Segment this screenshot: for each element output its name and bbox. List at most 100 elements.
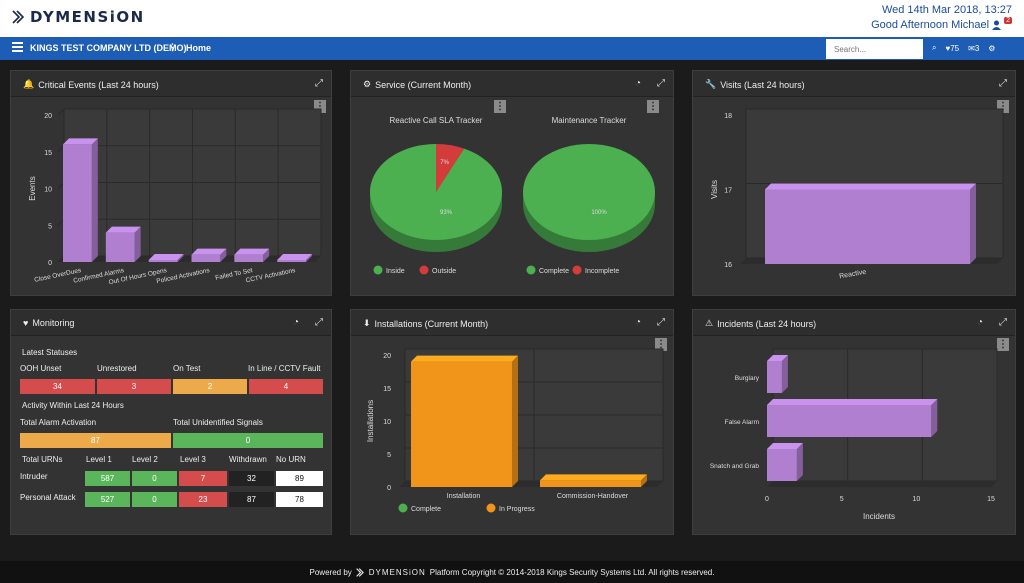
home-link[interactable]: Home	[186, 43, 212, 53]
company-menu-icon[interactable]: ⋮	[168, 42, 177, 52]
bar-side	[931, 399, 938, 437]
y-tick-label: Snatch and Grab	[710, 463, 760, 470]
intruder-level1[interactable]: 587	[85, 471, 130, 486]
ooh-unset-value[interactable]: 34	[20, 379, 95, 394]
intruder-withdrawn[interactable]: 32	[229, 471, 274, 486]
y-tick-label: 15	[383, 386, 391, 393]
monitoring-panel: ♥ Monitoring ◔ ⤢ Latest Statuses OOH Unse…	[10, 309, 332, 535]
bar	[767, 361, 782, 393]
panel-header: 🔧 Visits (Last 24 hours) ⤢	[693, 71, 1015, 97]
urn-header: No URN	[276, 455, 306, 464]
panel-title: Installations (Current Month)	[374, 318, 489, 329]
x-tick-label: Commission-Handover	[557, 493, 629, 500]
panel-title: Service (Current Month)	[375, 79, 472, 90]
expand-icon[interactable]: ⤢	[999, 78, 1007, 89]
dashboard-icon[interactable]: ◔	[976, 317, 983, 328]
x-tick-label: 5	[840, 496, 844, 503]
chat-icon: ✉	[968, 43, 975, 53]
bar-side	[970, 183, 976, 264]
footer: Powered by DYMENSiON Platform Copyright …	[0, 561, 1024, 583]
settings-icon[interactable]: ⚙	[988, 43, 996, 53]
bar	[411, 361, 512, 487]
x-tick-label: Reactive	[839, 269, 867, 281]
brand-name: DYMENSiON	[30, 8, 145, 26]
footer-brand: DYMENSiON	[368, 567, 426, 577]
favourites[interactable]: ♥75	[945, 44, 959, 53]
legend-dot	[572, 265, 582, 275]
intruder-no-urn[interactable]: 89	[276, 471, 323, 486]
intruder-level3[interactable]: 7	[179, 471, 227, 486]
line-fault-value[interactable]: 4	[249, 379, 323, 394]
greeting: Good Afternoon Michael	[871, 19, 990, 31]
datetime: Wed 14th Mar 2018, 13:27	[881, 4, 1012, 16]
alarm-activation-value[interactable]: 87	[20, 433, 171, 448]
chat-count: 3	[974, 43, 980, 53]
activity-label: Total Unidentified Signals	[173, 418, 263, 427]
search-icon[interactable]: ⌕	[932, 43, 937, 52]
bar	[63, 144, 92, 262]
y-tick-label: 20	[383, 353, 391, 360]
x-tick-label: 15	[987, 496, 995, 503]
expand-icon[interactable]: ⤢	[657, 317, 665, 328]
y-tick-label: 18	[724, 113, 732, 120]
status-label: On Test	[173, 364, 201, 373]
pa-level1[interactable]: 527	[85, 492, 130, 507]
unrestored-value[interactable]: 3	[97, 379, 171, 394]
messages[interactable]: ✉3	[968, 44, 979, 53]
chart-menu-button[interactable]: ⋮	[997, 338, 1009, 351]
dashboard-icon[interactable]: ◔	[634, 78, 641, 89]
nav-icons: ⌕ ♥75 ✉3 ⚙	[932, 43, 995, 53]
powered-by: Powered by	[309, 567, 352, 577]
pa-level3[interactable]: 23	[179, 492, 227, 507]
greeting-area[interactable]: Good Afternoon Michael 2	[871, 16, 1012, 31]
logo[interactable]: DYMENSiON	[12, 8, 145, 26]
bar-top	[234, 248, 270, 255]
visits-panel: 🔧 Visits (Last 24 hours) ⤢ ⋮ 16 17 18 Visits…	[692, 70, 1016, 296]
sla-chart-menu-button[interactable]: ⋮	[494, 100, 506, 113]
maint-chart-menu-button[interactable]: ⋮	[647, 100, 659, 113]
legend-label: Inside	[386, 268, 405, 275]
bar-side	[177, 254, 184, 262]
x-tick-label: Installation	[447, 493, 481, 500]
panel-title: Critical Events (Last 24 hours)	[38, 79, 159, 90]
menu-icon[interactable]	[12, 42, 23, 52]
x-tick-label: 0	[765, 496, 769, 503]
pa-no-urn[interactable]: 78	[276, 492, 323, 507]
dashboard-icon[interactable]: ◔	[634, 317, 641, 328]
pa-withdrawn[interactable]: 87	[229, 492, 274, 507]
expand-icon[interactable]: ⤢	[315, 317, 323, 328]
expand-icon[interactable]: ⤢	[315, 78, 323, 89]
pa-level2[interactable]: 0	[132, 492, 177, 507]
chart-menu-button[interactable]: ⋮	[655, 338, 667, 351]
user-icon[interactable]	[992, 20, 1002, 30]
intruder-level2[interactable]: 0	[132, 471, 177, 486]
unidentified-signals-value[interactable]: 0	[173, 433, 323, 448]
visits-chart: 16 17 18 Visits Reactive	[710, 108, 1004, 281]
bar-side	[641, 474, 647, 487]
nav-bar: KINGS TEST COMPANY LTD (DEMO) ⋮ Home	[0, 37, 1024, 60]
on-test-value[interactable]: 2	[173, 379, 247, 394]
pie-title: Maintenance Tracker	[552, 116, 627, 125]
bar-side	[512, 355, 518, 487]
activity-label: Total Alarm Activation	[20, 418, 97, 427]
dashboard-icon[interactable]: ◔	[292, 317, 299, 328]
pie-slice	[523, 144, 655, 240]
download-icon: ⬇	[363, 318, 371, 328]
pie-data-label: 7%	[440, 160, 449, 166]
search-input[interactable]	[826, 39, 923, 59]
company-name[interactable]: KINGS TEST COMPANY LTD (DEMO)	[30, 43, 187, 53]
expand-icon[interactable]: ⤢	[999, 317, 1007, 328]
incidents-panel: ⚠ Incidents (Last 24 hours) ◔ ⤢ ⋮ 0 5 10 15 I…	[692, 309, 1016, 535]
bar-top	[277, 254, 312, 260]
grid-line	[57, 108, 65, 116]
status-label: OOH Unset	[20, 364, 62, 373]
urn-header: Level 1	[86, 455, 112, 464]
legend-dot	[398, 503, 408, 513]
bar	[148, 260, 178, 262]
notification-badge[interactable]: 2	[1004, 16, 1012, 24]
expand-icon[interactable]: ⤢	[657, 78, 665, 89]
panel-title: Incidents (Last 24 hours)	[717, 318, 817, 329]
legend-label: Outside	[432, 268, 456, 275]
pie-data-label: 93%	[440, 210, 453, 216]
